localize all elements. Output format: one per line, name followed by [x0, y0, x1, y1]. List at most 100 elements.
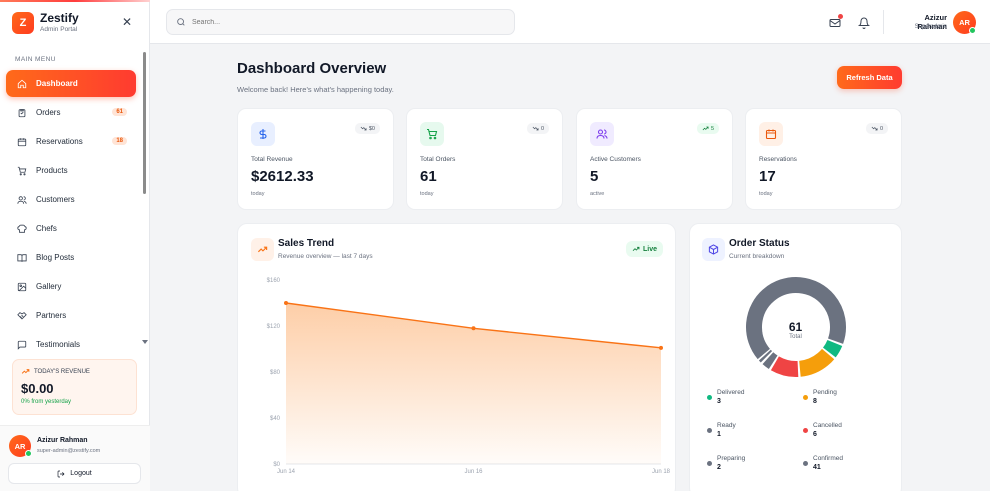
data-point — [659, 345, 663, 350]
refresh-data-button[interactable]: Refresh Data — [837, 66, 902, 89]
stat-value: 61 — [420, 168, 437, 185]
legend-dot — [803, 395, 808, 400]
package-icon — [708, 244, 719, 255]
search-box[interactable] — [166, 9, 515, 35]
cart-icon — [16, 165, 28, 177]
today-revenue-label: TODAY'S REVENUE — [34, 368, 90, 375]
sidebar: Z Zestify Admin Portal ✕ MAIN MENU Dashb… — [0, 0, 150, 491]
trending-down-icon — [871, 126, 878, 131]
sidebar-item-reservations[interactable]: Reservations 18 — [6, 128, 136, 155]
header-user-role: Superadmin — [914, 24, 947, 30]
search-input[interactable] — [192, 18, 492, 26]
sidebar-user-panel: AR Azizur Rahman super-admin@zestify.com… — [0, 425, 150, 491]
legend-label: Delivered — [717, 389, 745, 396]
x-tick-label: Jun 18 — [652, 469, 671, 475]
stat-value: $2612.33 — [251, 168, 314, 185]
y-tick-label: $160 — [267, 278, 281, 284]
legend-label: Preparing — [717, 455, 746, 462]
book-icon — [16, 252, 28, 264]
logout-label: Logout — [70, 470, 92, 477]
notifications-button[interactable] — [857, 16, 871, 29]
stat-icon-box — [251, 122, 275, 146]
sales-trend-panel: Sales Trend Revenue overview — last 7 da… — [237, 223, 676, 491]
legend-count: 41 — [813, 464, 821, 471]
sidebar-item-products[interactable]: Products — [6, 157, 136, 184]
quote-icon — [16, 339, 28, 351]
legend-label: Ready — [717, 422, 736, 429]
sidebar-item-partners[interactable]: Partners — [6, 302, 136, 329]
close-sidebar-icon[interactable]: ✕ — [122, 15, 133, 29]
sidebar-accent-line — [0, 0, 150, 2]
sidebar-nav: Dashboard Orders 61 Reservations 18 Prod… — [6, 70, 136, 360]
sidebar-item-orders[interactable]: Orders 61 — [6, 99, 136, 126]
sidebar-item-gallery[interactable]: Gallery — [6, 273, 136, 300]
sidebar-item-label: Dashboard — [36, 79, 78, 88]
sales-trend-icon-box — [251, 238, 274, 261]
trending-up-icon — [702, 126, 709, 131]
live-label: Live — [642, 245, 657, 253]
sidebar-item-chefs[interactable]: Chefs — [6, 215, 136, 242]
brand-name: Zestify — [40, 11, 79, 25]
stat-label: Reservations — [759, 156, 797, 163]
reservations-count-badge: 18 — [112, 137, 127, 145]
brand-logo: Z — [12, 12, 34, 34]
sales-trend-subtitle: Revenue overview — last 7 days — [278, 253, 373, 260]
sidebar-item-testimonials[interactable]: Testimonials — [6, 331, 136, 358]
trending-up-icon — [257, 246, 268, 253]
messages-button[interactable] — [829, 14, 843, 28]
sidebar-item-customers[interactable]: Customers — [6, 186, 136, 213]
sidebar-scrollbar[interactable] — [142, 50, 148, 350]
stat-note: today — [251, 191, 265, 197]
trend-value: $0 — [368, 125, 375, 132]
header-user-name: Azizur Rahman — [917, 13, 947, 31]
sidebar-item-label: Orders — [36, 108, 61, 117]
sidebar-item-blog-posts[interactable]: Blog Posts — [6, 244, 136, 271]
trend-value: 5 — [710, 125, 714, 132]
users-icon — [16, 194, 28, 206]
stat-card-total-orders: 0 Total Orders 61 today — [406, 108, 563, 210]
trend-badge: $0 — [354, 123, 380, 134]
top-header: Azizur Rahman Superadmin AR — [150, 0, 990, 44]
order-status-subtitle: Current breakdown — [729, 253, 785, 260]
brand-subtitle: Admin Portal — [40, 26, 78, 33]
trend-badge: 0 — [865, 123, 888, 134]
stat-value: 5 — [590, 168, 599, 185]
trending-down-icon — [360, 126, 367, 131]
legend-count: 3 — [717, 398, 721, 405]
today-revenue-card: TODAY'S REVENUE $0.00 0% from yesterday — [12, 359, 137, 415]
sidebar-item-label: Reservations — [36, 137, 83, 146]
legend-count: 1 — [717, 431, 721, 438]
order-status-donut-chart — [746, 277, 846, 377]
logout-button[interactable]: Logout — [8, 463, 141, 484]
x-tick-label: Jun 14 — [277, 469, 296, 475]
brand[interactable]: Z Zestify Admin Portal — [12, 12, 79, 34]
legend-count: 8 — [813, 398, 817, 405]
legend-dot — [707, 461, 712, 466]
trend-badge: 5 — [696, 123, 719, 134]
stat-note: active — [590, 191, 605, 197]
scroll-down-arrow-icon[interactable] — [142, 340, 148, 344]
stat-card-active-customers: 5 Active Customers 5 active — [576, 108, 733, 210]
handshake-icon — [16, 310, 28, 322]
donut-slice — [746, 277, 846, 377]
today-revenue-change: 0% from yesterday — [21, 399, 72, 405]
mail-icon — [829, 19, 841, 27]
search-icon — [177, 18, 185, 26]
stat-value: 17 — [759, 168, 776, 185]
donut-slice — [746, 277, 846, 377]
sidebar-item-dashboard[interactable]: Dashboard — [6, 70, 136, 97]
home-icon — [16, 78, 28, 90]
bell-icon — [857, 17, 871, 29]
y-tick-label: $40 — [270, 416, 281, 422]
sales-trend-title: Sales Trend — [278, 238, 335, 249]
stat-note: today — [420, 191, 434, 197]
online-status-dot — [969, 27, 976, 34]
today-revenue-value: $0.00 — [21, 381, 54, 396]
sidebar-item-label: Gallery — [36, 282, 62, 291]
order-status-title: Order Status — [729, 238, 790, 249]
scrollbar-thumb[interactable] — [143, 52, 146, 194]
calendar-icon — [16, 136, 28, 148]
legend-count: 6 — [813, 431, 817, 438]
area-fill — [286, 303, 661, 464]
stat-label: Active Customers — [590, 156, 641, 163]
